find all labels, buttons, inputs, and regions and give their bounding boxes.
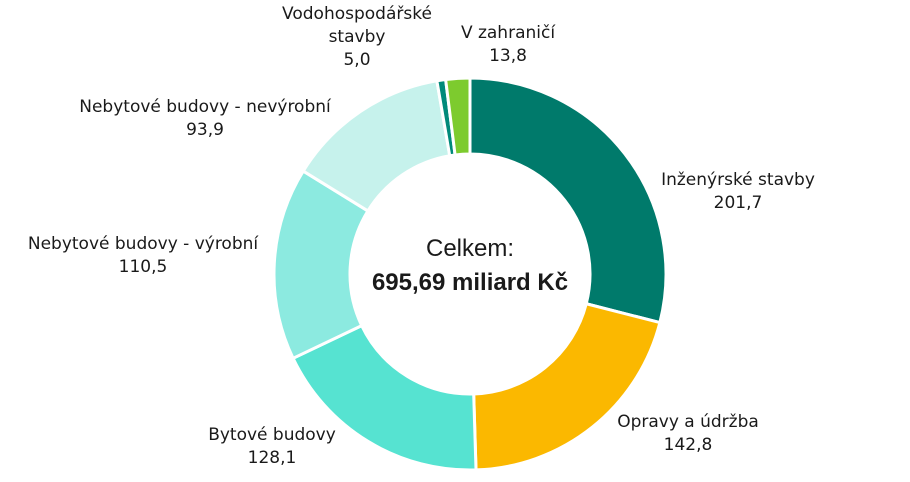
slice-value: 128,1: [248, 448, 297, 468]
slice-v-zahranici: [444, 76, 472, 157]
label-nebytove-nevyrobni: Nebytové budovy - nevýrobní 93,9: [79, 97, 332, 140]
label-vodohospodarske-stavby: Vodohospodářské stavby 5,0: [282, 4, 432, 70]
slice-value: 93,9: [186, 120, 224, 140]
label-nebytove-vyrobni: Nebytové budovy - výrobní 110,5: [28, 234, 260, 277]
center-label-line2: 695,69 miliard Kč: [372, 269, 568, 296]
slice-value: 201,7: [714, 193, 763, 213]
slice-label: Bytové budovy: [208, 425, 336, 445]
slice-value: 142,8: [664, 435, 713, 455]
chart-slices: [272, 76, 668, 472]
label-inzenyrske-stavby: Inženýrské stavby 201,7: [661, 170, 815, 213]
slice-inzenyrske-stavby: [468, 76, 668, 325]
slice-label: Nebytové budovy - výrobní: [28, 234, 260, 254]
slice-label: Opravy a údržba: [617, 412, 759, 432]
label-bytove-budovy: Bytové budovy 128,1: [208, 425, 336, 468]
slice-label: stavby: [329, 27, 386, 47]
slice-bytove-budovy: [291, 324, 478, 472]
label-v-zahranici: V zahraničí 13,8: [461, 23, 556, 66]
slice-value: 5,0: [343, 50, 370, 70]
slice-value: 110,5: [119, 257, 168, 277]
slice-label: Vodohospodářské: [282, 4, 432, 24]
slice-opravy-a-udrzba: [472, 302, 662, 472]
center-label-line1: Celkem:: [426, 235, 514, 262]
slice-value: 13,8: [489, 46, 527, 66]
slice-label: Nebytové budovy - nevýrobní: [79, 97, 332, 117]
label-opravy-a-udrzba: Opravy a údržba 142,8: [617, 412, 759, 455]
slice-label: V zahraničí: [461, 23, 556, 43]
chart-labels: Inženýrské stavby 201,7 Opravy a údržba 142…: [28, 4, 815, 468]
slice-label: Inženýrské stavby: [661, 170, 815, 190]
